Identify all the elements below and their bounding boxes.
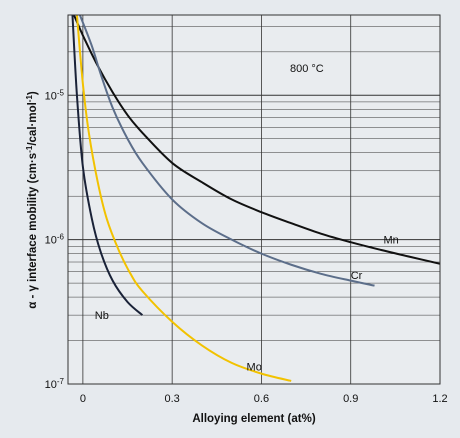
x-tick-label-2: 0.6 <box>254 393 269 405</box>
series-line-mo <box>75 15 292 382</box>
plot-area <box>68 15 440 384</box>
series-line-cr <box>78 15 375 287</box>
annotation-temperature: 800 °C <box>290 63 324 75</box>
series-label-nb: Nb <box>95 310 109 322</box>
x-ticks: 0 0.3 0.6 0.9 1.2 <box>80 393 448 405</box>
series-label-mo: Mo <box>247 362 262 374</box>
series-line-nb <box>71 15 144 316</box>
x-axis-title: Alloying element (at%) <box>192 413 315 425</box>
x-tick-label-4: 1.2 <box>432 393 447 405</box>
plot-frame <box>67 14 441 385</box>
series-label-mn: Mn <box>383 235 398 247</box>
series-labels: Mn Cr Nb Mo <box>95 235 399 374</box>
y-tick-label-2: 10-5 <box>45 88 65 103</box>
y-tick-label-0: 10-7 <box>45 377 65 392</box>
x-tick-label-0: 0 <box>80 393 86 405</box>
curves <box>71 15 440 382</box>
y-ticks: 10-7 10-6 10-5 <box>45 88 65 391</box>
series-line-mn <box>73 15 440 265</box>
x-tick-label-1: 0.3 <box>165 393 180 405</box>
y-axis-title: α - γ interface mobility (cm·s-1/cal·mol… <box>25 91 40 309</box>
series-label-cr: Cr <box>351 270 363 282</box>
x-tick-label-3: 0.9 <box>343 393 358 405</box>
y-tick-label-1: 10-6 <box>45 232 65 247</box>
